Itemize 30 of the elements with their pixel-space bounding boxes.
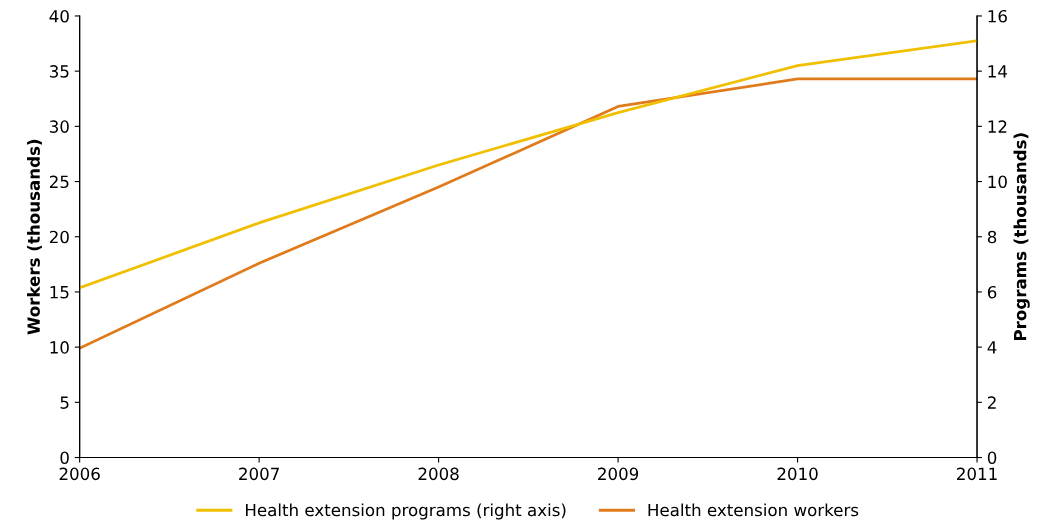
y2-tick-label: 14 [988, 65, 1008, 78]
y2-tick-label: 6 [987, 285, 997, 299]
line-series [79, 39, 978, 290]
y-tick-label: 30 [49, 120, 69, 133]
x-tick-label: 2011 [957, 467, 997, 481]
y2-tick-label: 4 [987, 341, 997, 354]
y-tick-label: 25 [49, 175, 69, 189]
y-tick-label: 0 [60, 451, 69, 465]
line-series [79, 77, 978, 350]
y2-axis-title: Programs (thousands) [1013, 133, 1030, 341]
y2-tick-label: 10 [988, 175, 1007, 189]
legend-label: Health extension programs (right axis) [246, 503, 566, 520]
x-tick-label: 2006 [59, 467, 100, 481]
y2-tick-label: 16 [988, 9, 1007, 23]
y-tick-label: 20 [49, 230, 69, 244]
x-tick-label: 2007 [239, 467, 279, 481]
legend-label: Health extension workers [648, 503, 859, 517]
x-tick-label: 2009 [598, 467, 639, 481]
x-tick-label: 2010 [777, 467, 818, 481]
y-tick-label: 40 [49, 9, 69, 23]
y-tick-label: 35 [49, 65, 69, 78]
y-tick-label: 10 [50, 341, 69, 354]
y2-tick-label: 0 [987, 451, 997, 465]
y-axis-title: Workers (thousands) [27, 139, 42, 335]
y2-tick-label: 2 [987, 396, 996, 409]
y2-tick-label: 8 [987, 230, 997, 244]
x-tick-label: 2008 [418, 467, 459, 481]
y-tick-label: 15 [50, 286, 69, 299]
y-tick-label: 5 [60, 396, 69, 409]
y2-tick-label: 12 [988, 120, 1007, 133]
